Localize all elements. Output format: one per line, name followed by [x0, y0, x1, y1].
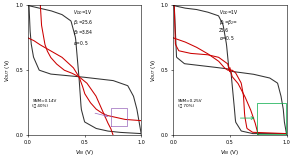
X-axis label: $V_{IN}$ (V): $V_{IN}$ (V): [75, 148, 94, 156]
Text: $V_{DD}$=1V
$\beta_1$=25.6
$\beta_2$=3.84
$\alpha$=0.5: $V_{DD}$=1V $\beta_1$=25.6 $\beta_2$=3.8…: [73, 8, 94, 47]
X-axis label: $V_{IN}$ (V): $V_{IN}$ (V): [220, 148, 240, 156]
Y-axis label: $V_{OUT}$ (V): $V_{OUT}$ (V): [4, 58, 12, 82]
Text: SNM=0.25V
(약 70%): SNM=0.25V (약 70%): [178, 99, 202, 107]
Y-axis label: $V_{OUT}$ (V): $V_{OUT}$ (V): [149, 58, 158, 82]
Text: SNM=0.14V
(약 40%): SNM=0.14V (약 40%): [32, 99, 57, 107]
Text: $V_{DD}$=1V
$\beta_1$=$\beta_2$=
25.6
$\alpha$=0.5: $V_{DD}$=1V $\beta_1$=$\beta_2$= 25.6 $\…: [218, 8, 238, 42]
